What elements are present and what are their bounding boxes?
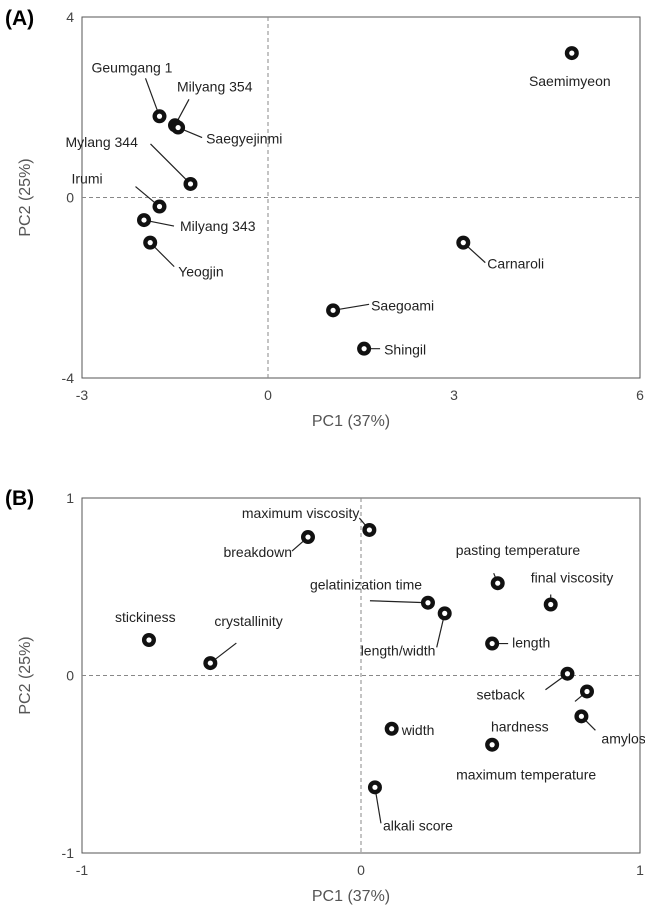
leader-line	[150, 143, 191, 185]
point-label: Yeogjin	[178, 264, 223, 280]
x-tick-label: 0	[357, 862, 365, 878]
data-point-center	[372, 784, 378, 790]
data-point-center	[442, 610, 448, 616]
y-tick-label: -1	[62, 845, 75, 861]
point-label: length/width	[361, 642, 436, 658]
point-label: Saegyejinmi	[206, 131, 282, 147]
data-point-center	[147, 240, 153, 246]
data-point-center	[156, 113, 163, 119]
data-point-center	[489, 742, 495, 748]
y-tick-label: -4	[62, 370, 75, 386]
y-tick-label: 0	[66, 190, 74, 206]
data-point-center	[305, 534, 311, 540]
point-label: Mylang 344	[66, 134, 139, 150]
point-label: Milyang 354	[177, 78, 253, 94]
data-point-center	[207, 660, 213, 666]
x-tick-label: 1	[636, 862, 644, 878]
point-label: hardness	[491, 718, 549, 734]
data-point-center	[425, 600, 431, 606]
data-point-center	[584, 688, 590, 695]
x-tick-label: 3	[450, 387, 458, 403]
x-tick-label: 0	[264, 387, 272, 403]
panel-label: (B)	[5, 487, 34, 510]
point-label: final viscosity	[531, 570, 613, 586]
panel-label: (A)	[5, 7, 34, 30]
data-point-center	[330, 307, 336, 313]
point-label: Geumgang 1	[92, 59, 173, 75]
point-label: maximum viscosity	[242, 505, 359, 521]
point-label: Saegoami	[371, 297, 434, 313]
data-point-center	[389, 726, 395, 732]
point-label: length	[512, 635, 550, 651]
y-axis-title: PC2 (25%)	[17, 636, 34, 714]
point-label: crystallinity	[214, 613, 282, 629]
point-label: Milyang 343	[180, 218, 256, 234]
point-label: amylose	[601, 730, 645, 746]
x-tick-label: 6	[636, 387, 644, 403]
data-point-center	[460, 240, 466, 246]
data-point-center	[578, 713, 585, 719]
data-point-center	[564, 671, 571, 677]
data-point-center	[141, 217, 147, 223]
point-label: Shingil	[384, 342, 426, 358]
y-axis-title: PC2 (25%)	[17, 158, 34, 236]
data-point-center	[175, 124, 181, 131]
data-point-center	[489, 640, 495, 647]
point-label: gelatinization time	[310, 577, 422, 593]
point-label: setback	[476, 687, 525, 703]
panel-a: (A) -3 0 3 6 4 0 -4 PC1 (37%) PC2 (25%) Saemimyeon…	[5, 7, 644, 430]
point-label: Irumi	[72, 171, 103, 187]
data-point-center	[361, 346, 367, 352]
data-point-center	[569, 50, 575, 56]
data-point-center	[146, 637, 152, 643]
data-point-center	[156, 203, 163, 210]
point-label: maximum temperature	[456, 767, 596, 783]
panel-b: (B) -1 0 1 1 0 -1 PC1 (37%) PC2 (25%) maximum vis…	[5, 487, 645, 905]
y-tick-label: 0	[66, 668, 74, 684]
leader-line	[369, 600, 428, 604]
point-label: stickiness	[115, 609, 176, 625]
point-label: pasting temperature	[456, 542, 581, 558]
x-tick-label: -3	[76, 387, 89, 403]
data-point-center	[548, 601, 554, 608]
point-label: alkali score	[383, 817, 453, 833]
x-tick-label: -1	[76, 862, 89, 878]
point-label: Saemimyeon	[529, 73, 611, 89]
x-axis-title: PC1 (37%)	[312, 888, 390, 905]
y-tick-label: 4	[66, 9, 74, 25]
x-axis-title: PC1 (37%)	[312, 413, 390, 430]
point-label: Carnaroli	[487, 256, 544, 272]
point-label: width	[401, 722, 435, 738]
data-point-center	[495, 580, 501, 586]
y-tick-label: 1	[66, 490, 74, 506]
data-point-center	[187, 181, 194, 187]
data-point-center	[366, 527, 372, 533]
point-label: breakdown	[223, 544, 292, 560]
